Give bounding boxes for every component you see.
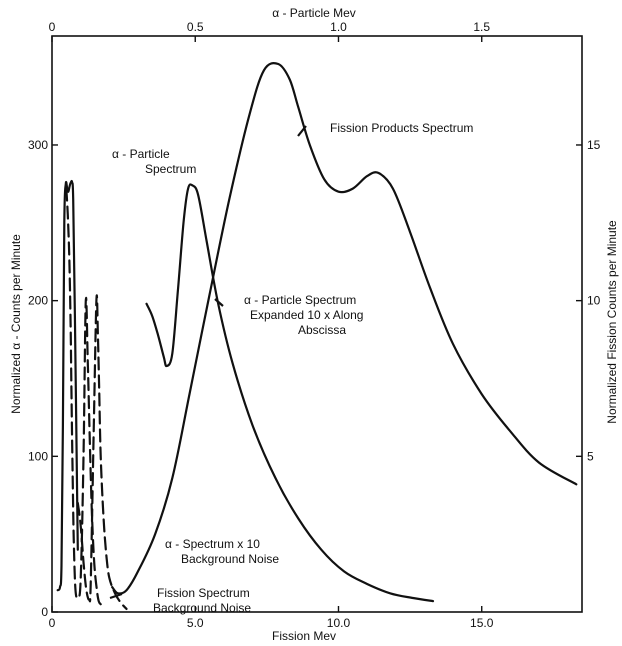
alpha-noise-curve [65,187,102,606]
alpha-spectrum-curve [56,179,79,592]
left-axis-label: Normalized α - Counts per Minute [9,234,23,414]
fission-noise-curve [76,294,128,610]
curves-group [56,62,578,610]
bottom-axis-label: Fission Mev [272,629,336,643]
fission-noise-leader [109,592,123,600]
fission-noise-label: Fission Spectrum [157,586,250,600]
right-tick-label: 5 [587,449,594,463]
alpha-expanded-label: Expanded 10 x Along [250,308,363,322]
alpha-particle-label: Spectrum [145,162,196,176]
bottom-tick-label: 5.0 [187,616,204,630]
alpha-expanded-label: Abscissa [298,323,346,337]
fission-products-curve [111,62,578,595]
top-tick-label: 0.5 [187,20,204,34]
alpha-noise-label: Background Noise [181,552,279,566]
top-tick-label: 1.0 [330,20,347,34]
top-axis-label: α - Particle Mev [272,6,356,20]
alpha-expanded-curve [145,183,435,603]
right-tick-label: 10 [587,294,601,308]
left-tick-label: 0 [41,605,48,619]
fission-noise-label: Background Noise [153,601,251,615]
right-tick-label: 15 [587,138,601,152]
bottom-tick-label: 10.0 [327,616,351,630]
leaders-group [109,125,307,600]
alpha-expanded-label: α - Particle Spectrum [244,293,356,307]
right-axis-label: Normalized Fission Counts per Minute [605,220,619,424]
plot-frame [51,35,583,613]
fission-products-label: Fission Products Spectrum [330,121,473,135]
alpha-noise-label: α - Spectrum x 10 [165,537,260,551]
ticks-group: 0 5.0 10.0 15.0 0 0.5 1.0 1.5 0 100 200 300 5 10 15 [28,20,601,630]
left-tick-label: 300 [28,138,48,152]
bottom-tick-label: 0 [49,616,56,630]
alpha-expanded-leader [214,298,224,307]
left-tick-label: 200 [28,294,48,308]
annotations-group: Fission Products Spectrum α - ParticleSpe… [112,121,473,615]
alpha-particle-label: α - Particle [112,147,170,161]
top-tick-label: 0 [49,20,56,34]
top-tick-label: 1.5 [473,20,490,34]
left-tick-label: 100 [28,449,48,463]
fission-products-leader [297,125,307,137]
bottom-tick-label: 15.0 [470,616,494,630]
